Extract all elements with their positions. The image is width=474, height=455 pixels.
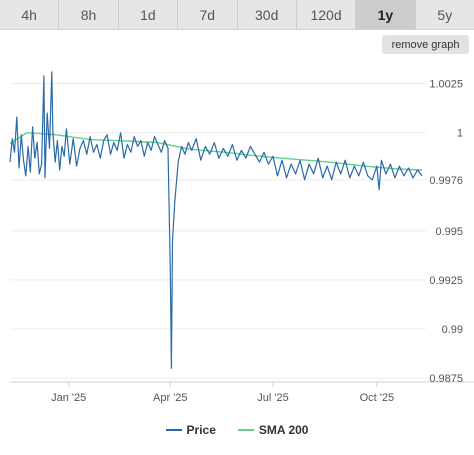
x-tick-label: Oct '25 <box>360 392 395 404</box>
y-tick-label: 0.9976 <box>429 175 463 187</box>
x-tick-label: Jul '25 <box>257 392 288 404</box>
y-tick-label: 0.995 <box>435 226 463 238</box>
tab-120d[interactable]: 120d <box>297 0 357 29</box>
legend-sma-label: SMA 200 <box>258 423 309 437</box>
sma-200-line <box>9 131 423 171</box>
y-tick-label: 0.9925 <box>429 275 463 287</box>
chart-legend: Price SMA 200 <box>0 420 474 440</box>
tab-1d[interactable]: 1d <box>119 0 179 29</box>
tab-8h[interactable]: 8h <box>59 0 119 29</box>
y-tick-label: 1 <box>457 128 463 140</box>
tab-7d[interactable]: 7d <box>178 0 238 29</box>
legend-sma-swatch <box>237 429 254 431</box>
tab-4h[interactable]: 4h <box>0 0 60 29</box>
x-tick-label: Jan '25 <box>51 392 86 404</box>
price-line <box>9 71 423 369</box>
y-tick-label: 0.9875 <box>429 373 463 385</box>
legend-price-swatch <box>165 429 182 431</box>
legend-item-sma200[interactable]: SMA 200 <box>237 423 309 437</box>
tab-30d[interactable]: 30d <box>238 0 297 29</box>
x-tick-label: Apr '25 <box>153 392 188 404</box>
time-range-tabs: 4h 8h 1d 7d 30d 120d 1y 5y <box>0 0 474 30</box>
legend-item-price[interactable]: Price <box>165 423 216 437</box>
remove-graph-button[interactable]: remove graph <box>382 35 469 54</box>
tab-5y[interactable]: 5y <box>437 6 453 23</box>
tab-1y[interactable]: 1y <box>356 0 416 29</box>
legend-price-label: Price <box>186 423 216 437</box>
y-tick-label: 1.0025 <box>429 79 463 91</box>
y-tick-label: 0.99 <box>442 324 463 336</box>
